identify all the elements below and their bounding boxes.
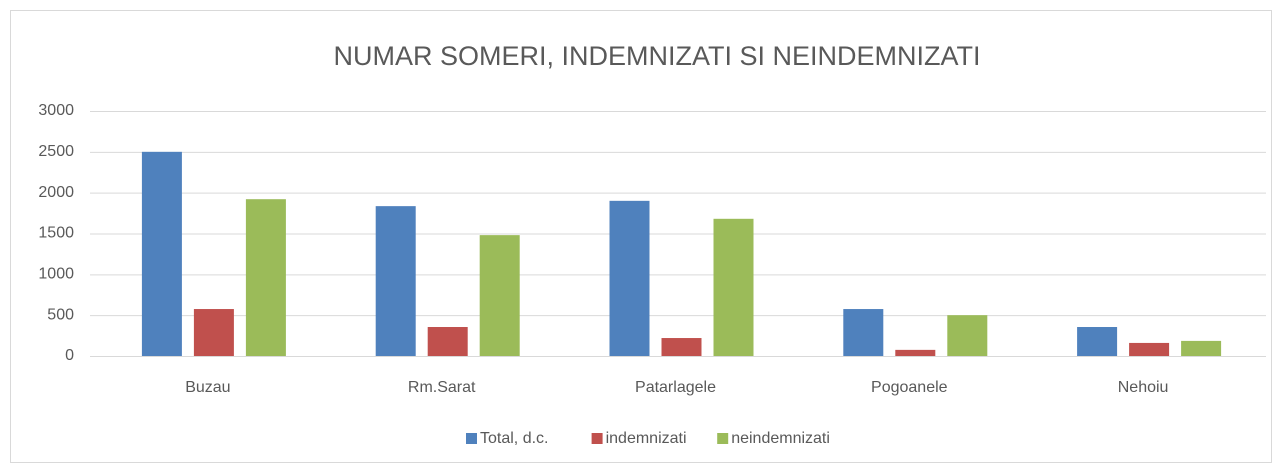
y-tick-label: 3000 — [38, 102, 74, 119]
legend-label: indemnizati — [606, 430, 687, 447]
bar — [609, 200, 650, 356]
bar — [141, 151, 182, 356]
y-tick-label: 500 — [47, 306, 74, 323]
x-tick-label: Buzau — [185, 379, 230, 396]
x-tick-label: Nehoiu — [1118, 379, 1169, 396]
legend-label: Total, d.c. — [480, 430, 548, 447]
bar — [193, 309, 234, 356]
legend-label: neindemnizati — [731, 430, 830, 447]
legend-swatch — [466, 433, 477, 444]
y-tick-label: 2500 — [38, 143, 74, 160]
bar — [1077, 327, 1118, 356]
y-tick-label: 2000 — [38, 184, 74, 201]
x-tick-label: Rm.Sarat — [408, 379, 476, 396]
bar — [375, 206, 416, 356]
legend-swatch — [591, 433, 603, 444]
x-tick-label: Patarlagele — [635, 379, 716, 396]
bar — [1181, 340, 1222, 356]
bar — [713, 218, 754, 356]
bar — [1129, 342, 1170, 356]
x-tick-label: Pogoanele — [871, 379, 948, 396]
bar — [843, 309, 884, 356]
bar — [661, 338, 702, 356]
legend-swatch — [717, 433, 729, 444]
y-tick-label: 0 — [65, 347, 74, 364]
y-tick-label: 1500 — [38, 225, 74, 242]
bar — [479, 235, 520, 356]
y-tick-label: 1000 — [38, 266, 74, 283]
bar — [895, 349, 936, 356]
bar — [947, 315, 988, 356]
bar — [245, 199, 286, 356]
chart-title: NUMAR SOMERI, INDEMNIZATI SI NEINDEMNIZA… — [333, 41, 980, 71]
bar — [427, 327, 468, 356]
